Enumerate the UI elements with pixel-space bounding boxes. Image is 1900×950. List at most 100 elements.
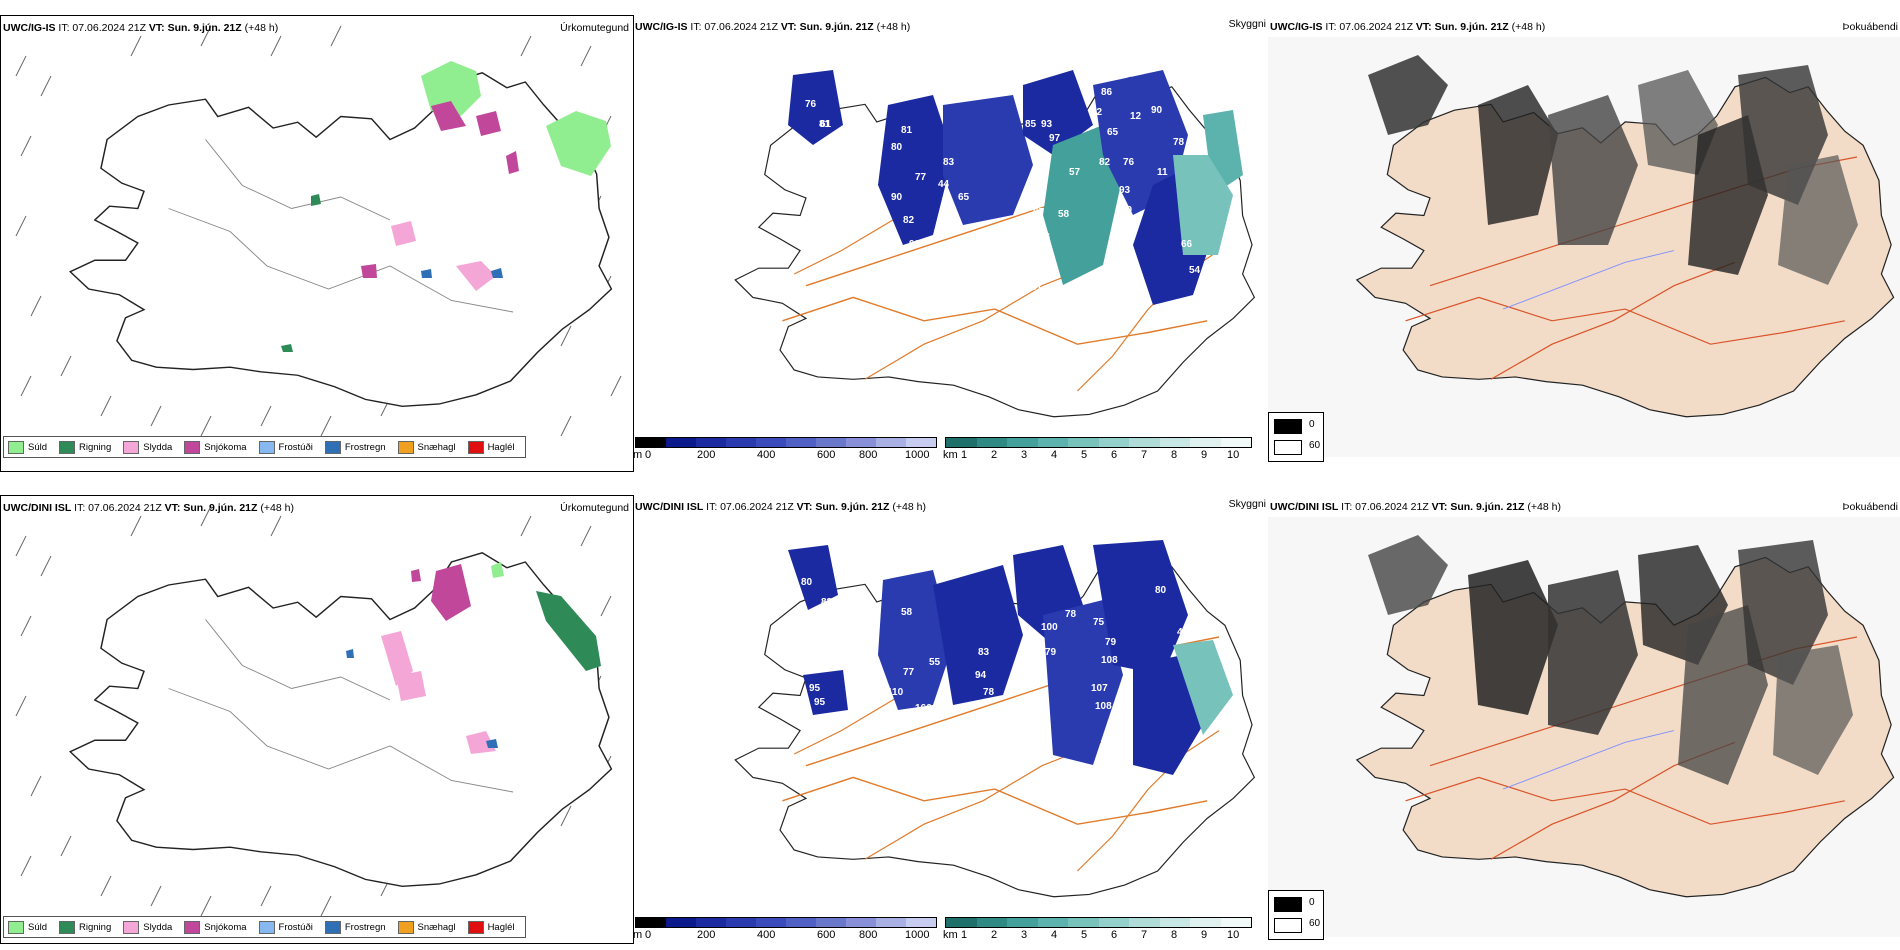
peak-label: 78 — [1065, 609, 1077, 620]
peak-label: 80 — [1155, 585, 1167, 596]
peak-label: 76 — [1039, 232, 1051, 243]
peak-label: 51 — [1109, 727, 1121, 738]
peak-label: 93 — [1119, 185, 1131, 196]
lead-time: (+48 h) — [892, 501, 926, 513]
init-time: IT: 07.06.2024 21Z — [706, 501, 794, 513]
scale-tick: 0 — [645, 929, 652, 941]
peak-label: 85 — [1025, 119, 1037, 130]
legend-item: Slydda — [123, 920, 172, 934]
legend-item: Frostúði — [258, 440, 313, 454]
visibility-map: 76 81 90 80 77 44 72 82 65 93 58 57 67 7… — [734, 70, 1255, 418]
scale-tick: 9 — [1201, 449, 1208, 461]
scale-tick: 3 — [1021, 449, 1028, 461]
peak-label: 80 — [801, 577, 813, 588]
model-label: UWC/IG-IS — [3, 22, 56, 34]
scale-tick: 1000 — [905, 449, 930, 461]
peak-label: 82 — [903, 215, 915, 226]
peak-labels: 80 82 58 55 77 110 166 95 95 94 83 78 57… — [801, 565, 1189, 766]
peak-label: 108 — [1095, 701, 1112, 712]
peak-label: 104 — [1013, 755, 1030, 766]
peak-label: 65 — [1107, 127, 1119, 138]
valid-time: Sun. 9.jún. 21Z — [1434, 21, 1509, 33]
init-time: IT: 07.06.2024 21Z — [58, 22, 146, 34]
peak-label: 75 — [1093, 617, 1105, 628]
peak-label: 48 — [1177, 627, 1189, 638]
valid-time: Sun. 9.jún. 21Z — [799, 21, 874, 33]
legend-item: Súld — [8, 440, 47, 454]
scale-bar-km — [945, 917, 1252, 928]
fog-fields — [1368, 55, 1858, 285]
peak-label: 94 — [975, 670, 987, 681]
scale-bar-m — [635, 437, 937, 448]
peak-label: 76 — [1123, 157, 1135, 168]
precip-legend: Súld Rigning Slydda Snjókoma Frostúði Fr… — [3, 916, 526, 938]
peak-label: 66 — [1181, 239, 1193, 250]
peak-label: 31 — [1031, 282, 1043, 293]
peak-label: 78 — [1173, 137, 1185, 148]
peak-label: 57 — [1021, 697, 1033, 708]
visibility-panel-row1: 76 81 90 80 77 44 72 82 65 93 58 57 67 7… — [633, 15, 1268, 470]
fog-legend-value: 60 — [1309, 918, 1321, 929]
peak-label: 55 — [929, 657, 941, 668]
valid-time: Sun. 9.jún. 21Z — [815, 501, 890, 513]
scale-tick: 600 — [817, 449, 836, 461]
peak-label: 20 — [1121, 205, 1133, 216]
model-label: UWC/IG-IS — [635, 21, 688, 33]
visibility-scale-m: m 0 200 400 600 800 1000 — [633, 437, 937, 470]
panel-title-fog: Þokuábendi — [1842, 501, 1898, 513]
peak-label: 72 — [943, 207, 955, 218]
peak-label: 54 — [1189, 265, 1201, 276]
panel-title-visibility: Skyggni — [1228, 498, 1266, 510]
fog-fields — [1368, 535, 1853, 785]
model-label: UWC/DINI ISL — [635, 501, 704, 513]
lead-time: (+48 h) — [876, 21, 911, 33]
scale-tick: 800 — [859, 929, 878, 941]
peak-label: 61 — [820, 119, 832, 130]
peak-label: 82 — [1099, 157, 1111, 168]
scale-tick: 6 — [1111, 449, 1118, 461]
legend-item: Súld — [8, 920, 47, 934]
scale-tick: 4 — [1051, 929, 1058, 941]
peak-label: 11 — [1157, 167, 1168, 178]
peak-label: 166 — [915, 703, 932, 714]
visibility-scale-km: km 1 2 3 4 5 6 7 8 9 10 — [943, 917, 1263, 942]
peak-label: 67 — [1033, 207, 1045, 218]
scale-tick: 7 — [1141, 929, 1148, 941]
scale-bar-m — [635, 917, 937, 928]
peak-label: 110 — [887, 687, 904, 698]
legend-item: Snjókoma — [184, 920, 247, 934]
panel-title-fog: Þokuábendi — [1842, 21, 1898, 33]
init-time: IT: 07.06.2024 21Z — [74, 502, 162, 514]
vt-prefix: VT: — [1431, 501, 1448, 513]
vt-prefix: VT: — [1415, 21, 1432, 33]
scale-tick: 400 — [757, 929, 776, 941]
lead-time: (+48 h) — [244, 22, 279, 34]
peak-label: 93 — [909, 239, 921, 250]
peak-label: 76 — [805, 99, 817, 110]
scale-tick: 2 — [991, 449, 998, 461]
precip-map — [15, 25, 622, 437]
legend-item: Frostregn — [324, 440, 386, 454]
legend-item: Slydda — [123, 440, 172, 454]
panel-header: UWC/IG-IS IT: 07.06.2024 21Z VT: Sun. 9.… — [635, 21, 910, 33]
peak-label: 97 — [1049, 133, 1061, 144]
peak-label: 57 — [1069, 167, 1081, 178]
peak-label: 90 — [1151, 105, 1163, 116]
scale-tick: 8 — [1171, 929, 1178, 941]
peak-label: 79 — [1045, 647, 1057, 658]
valid-time: Sun. 9.jún. 21Z — [183, 502, 258, 514]
precip-panel-row1: UWC/IG-IS IT: 07.06.2024 21Z VT: Sun. 9.… — [0, 15, 634, 472]
visibility-scale-m: m 0 200 400 600 800 1000 — [633, 917, 937, 942]
scale-tick: 0 — [645, 449, 652, 461]
scale-tick: 600 — [817, 929, 836, 941]
scale-tick: 200 — [697, 449, 716, 461]
scale-unit-km: km — [943, 929, 958, 941]
peak-label: 100 — [1041, 622, 1058, 633]
peak-label: 78 — [983, 687, 995, 698]
peak-label: 88 — [999, 247, 1011, 258]
scale-tick: 1 — [961, 449, 968, 461]
scale-tick: 9 — [1201, 929, 1208, 941]
visibility-panel-row2: 80 82 58 55 77 110 166 95 95 94 83 78 57… — [633, 495, 1268, 942]
scale-tick: 6 — [1111, 929, 1118, 941]
peak-label: 44 — [938, 179, 950, 190]
